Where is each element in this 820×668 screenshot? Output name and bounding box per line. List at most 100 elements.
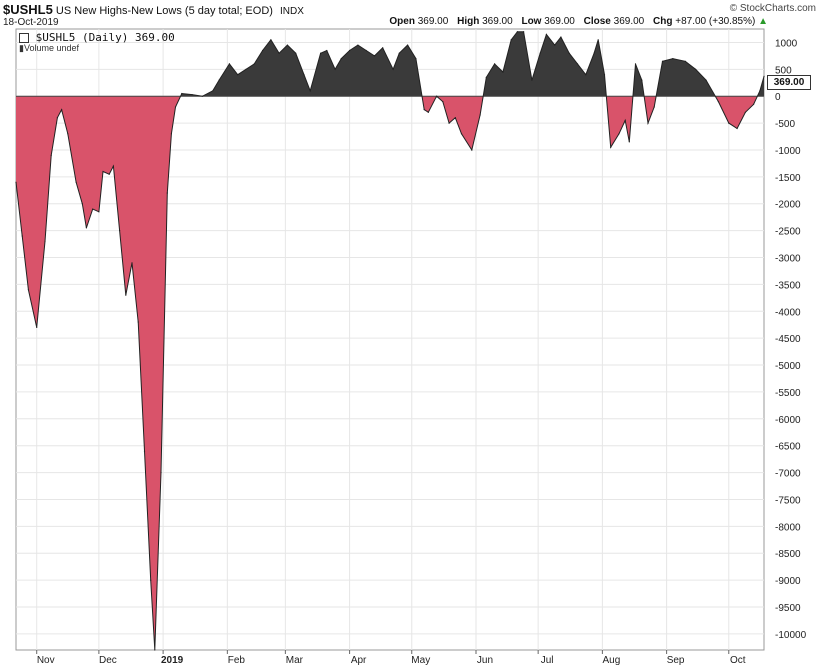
open-label: Open [389, 16, 415, 27]
y-tick-label: -2000 [775, 200, 801, 211]
y-tick-label: 500 [775, 65, 792, 76]
x-tick-label: Apr [351, 655, 367, 666]
data-point [531, 79, 533, 81]
data-point [442, 101, 444, 103]
data-point [166, 192, 168, 194]
data-point [653, 106, 655, 108]
data-point [181, 92, 183, 95]
data-point [27, 289, 29, 291]
x-tick-label: Jul [541, 655, 554, 666]
data-point [634, 63, 637, 65]
y-tick-label: -6500 [775, 442, 801, 453]
data-point [479, 114, 481, 116]
data-point [763, 75, 765, 77]
data-point [44, 240, 46, 242]
legend-series-label: $USHL5 (Daily) 369.00 [35, 31, 175, 44]
data-point [61, 109, 63, 111]
data-point [295, 52, 297, 54]
low-value: 369.00 [544, 16, 575, 27]
y-tick-label: -7000 [775, 469, 801, 480]
negative-area [422, 96, 437, 113]
open-value: 369.00 [417, 16, 449, 27]
y-tick-label: -8500 [775, 549, 801, 560]
volume-bars-icon: ▮ [19, 43, 24, 53]
data-point [309, 90, 311, 92]
data-point [661, 60, 664, 62]
data-point [174, 106, 177, 108]
brand-watermark: © StockCharts.com [729, 3, 816, 14]
data-point [303, 74, 305, 76]
data-point [460, 133, 463, 135]
x-tick-label: Jun [477, 655, 493, 666]
chg-label: Chg [653, 16, 673, 27]
y-tick-label: -10000 [775, 630, 807, 641]
x-tick-label: Aug [602, 655, 620, 666]
data-point [585, 74, 587, 76]
negative-area [606, 96, 633, 148]
y-tick-label: -8000 [775, 522, 801, 533]
data-point [494, 63, 496, 65]
chart-date: 18-Oct-2019 [3, 17, 59, 28]
data-point [334, 68, 336, 70]
y-tick-label: -2500 [775, 227, 801, 238]
data-point [454, 117, 456, 119]
data-point [112, 165, 114, 167]
data-point [502, 71, 504, 73]
data-point [137, 321, 139, 323]
symbol: $USHL5 [3, 2, 53, 17]
data-point [471, 149, 473, 151]
data-point [436, 95, 438, 97]
data-point [576, 63, 579, 65]
data-point [603, 74, 606, 76]
data-point [270, 39, 272, 41]
negative-area [715, 96, 758, 129]
negative-area [436, 96, 484, 150]
x-tick-label: 2019 [161, 655, 184, 666]
up-arrow-icon: ▲ [758, 16, 768, 27]
data-point [262, 49, 264, 52]
data-point [160, 472, 162, 474]
high-value: 369.00 [482, 16, 513, 27]
data-point [349, 49, 351, 52]
data-point [560, 36, 562, 38]
data-point [695, 68, 697, 70]
data-point [75, 181, 77, 183]
data-point [523, 31, 525, 33]
series-legend: $USHL5 (Daily) 369.00 [19, 31, 175, 44]
data-point [85, 227, 87, 229]
data-point [237, 74, 239, 76]
data-point [641, 79, 643, 81]
data-point [624, 119, 626, 121]
data-point [717, 101, 720, 103]
close-value: 369.00 [613, 16, 645, 27]
x-tick-label: May [411, 655, 430, 666]
positive-area [483, 31, 607, 97]
data-point [191, 94, 193, 96]
data-point [407, 44, 409, 46]
data-point [392, 68, 394, 70]
x-tick-label: Dec [99, 655, 117, 666]
data-point [485, 76, 487, 78]
y-tick-label: -3000 [775, 254, 801, 265]
y-tick-label: -9000 [775, 576, 801, 587]
y-tick-label: -5500 [775, 388, 801, 399]
x-tick-label: Oct [730, 655, 746, 666]
close-label: Close [583, 16, 611, 27]
data-point [618, 133, 620, 135]
data-point [150, 579, 152, 581]
y-tick-label: 0 [775, 92, 781, 103]
data-point [568, 52, 570, 54]
x-tick-label: Mar [286, 655, 304, 666]
data-point [365, 49, 367, 52]
y-tick-label: -500 [775, 119, 795, 130]
positive-area [757, 76, 764, 97]
data-point [98, 211, 100, 213]
y-tick-label: 1000 [775, 38, 798, 49]
data-point [81, 203, 83, 205]
data-point [427, 111, 429, 113]
data-point [92, 208, 94, 210]
x-tick-label: Feb [228, 655, 246, 666]
symbol-description: US New Highs-New Lows (5 day total; EOD) [55, 5, 273, 17]
data-point [326, 49, 328, 52]
data-point [415, 58, 417, 60]
